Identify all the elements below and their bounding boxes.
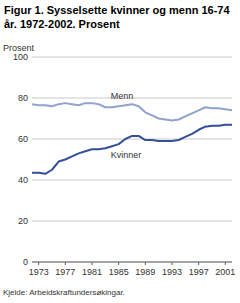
x-tick-label: 1993 (162, 267, 182, 277)
x-tick-label: 2001 (215, 267, 235, 277)
x-tick (198, 262, 199, 265)
x-tick (225, 262, 226, 265)
x-tick (145, 262, 146, 265)
grid-line (32, 57, 232, 58)
source: Kjelde: Arbeidskraftundersøkingar. (3, 288, 125, 297)
series-line (32, 125, 232, 174)
chart: Prosent020406080100197319771981198519891… (0, 0, 240, 303)
x-tick-label: 1977 (55, 267, 75, 277)
x-tick-label: 1989 (135, 267, 155, 277)
y-tick-label: 80 (18, 93, 28, 103)
grid-line (32, 139, 232, 140)
y-tick-label: 60 (18, 134, 28, 144)
grid-line (32, 221, 232, 222)
y-tick-label: 0 (23, 257, 28, 267)
grid-line (32, 180, 232, 181)
x-tick (118, 262, 119, 265)
x-tick-label: 1997 (189, 267, 209, 277)
title: Figur 1. Sysselsette kvinner og menn 16-… (4, 3, 236, 31)
series-label: Menn (111, 91, 134, 101)
x-tick-label: 1973 (29, 267, 49, 277)
series-label: Kvinner (111, 150, 142, 160)
x-tick (92, 262, 93, 265)
x-tick-label: 1985 (109, 267, 129, 277)
y-tick-label: 20 (18, 216, 28, 226)
grid-line (32, 262, 232, 263)
x-tick-label: 1981 (82, 267, 102, 277)
series-line (32, 103, 232, 120)
x-tick (172, 262, 173, 265)
x-tick (65, 262, 66, 265)
y-tick-label: 40 (18, 175, 28, 185)
plot-area (32, 103, 232, 174)
x-axis (32, 262, 232, 263)
y-tick-label: 100 (13, 52, 28, 62)
x-tick (38, 262, 39, 265)
